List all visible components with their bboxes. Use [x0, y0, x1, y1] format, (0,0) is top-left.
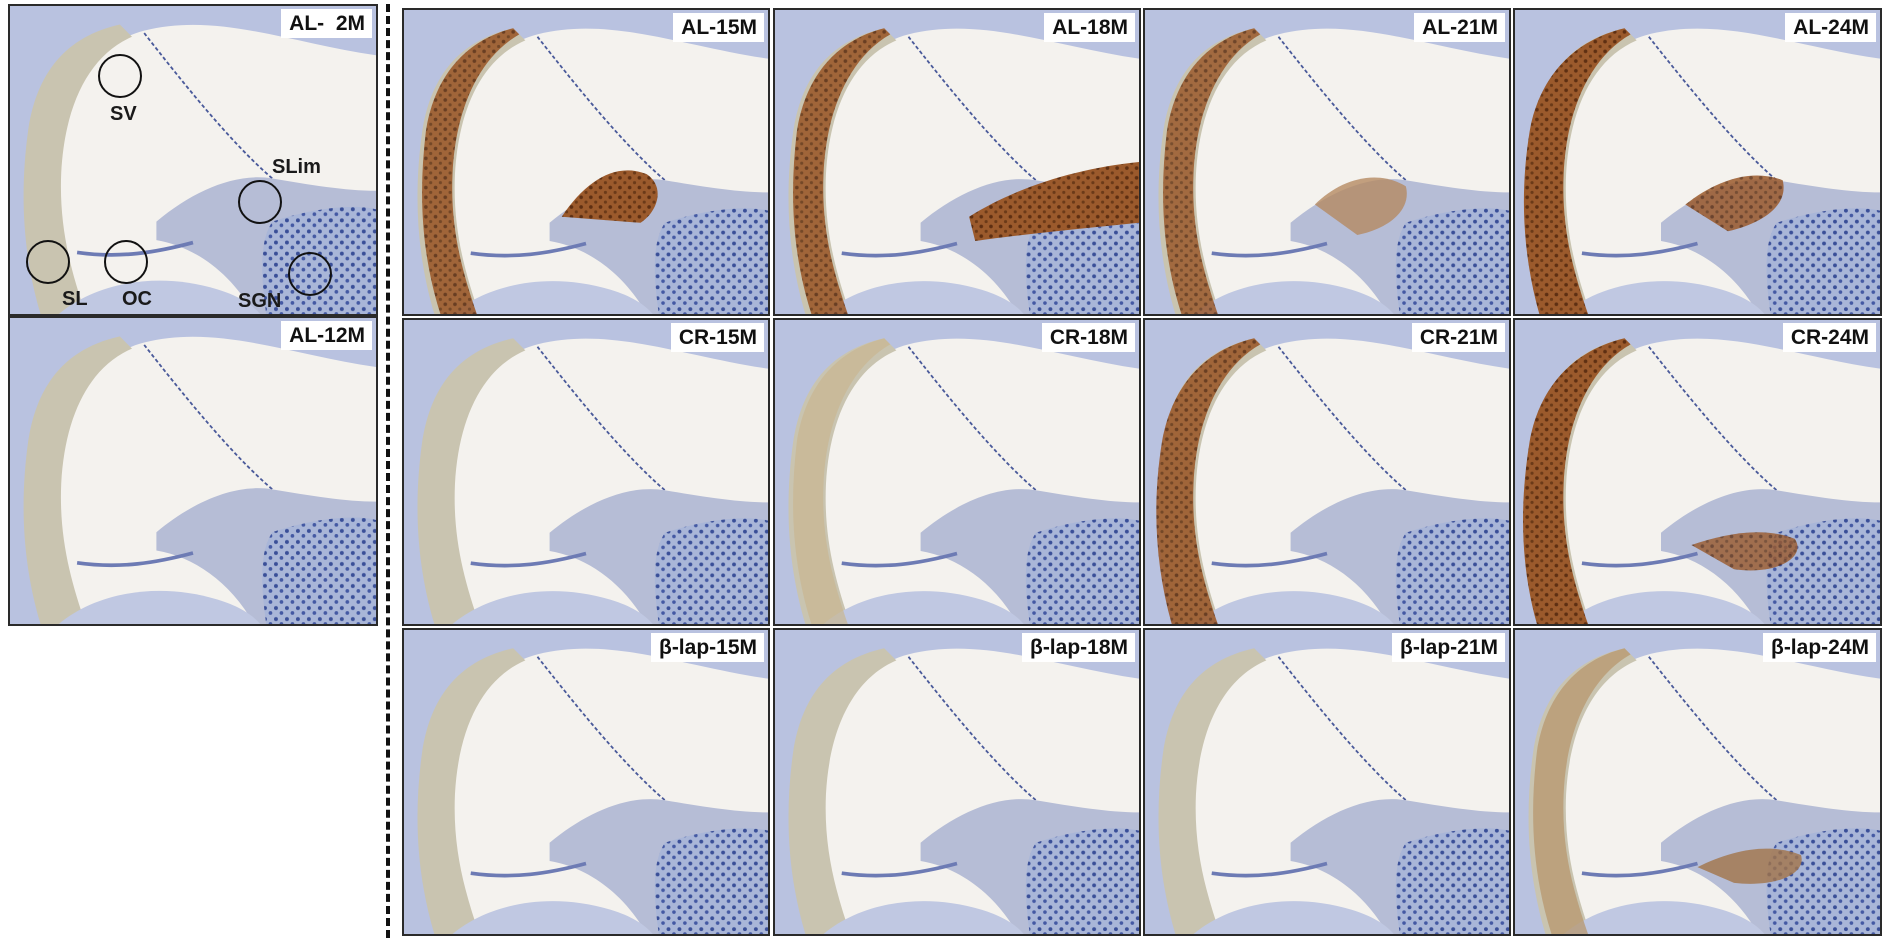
cochlea-image-blap-24m	[1515, 630, 1880, 934]
cochlea-image-al-21m	[1145, 10, 1509, 314]
panel-label: AL-15M	[673, 13, 764, 42]
panel-blap-21m: β-lap-21M	[1143, 628, 1511, 936]
oc-marker-circle	[104, 240, 148, 284]
cochlea-image-cr-24m	[1515, 320, 1880, 624]
panel-blap-18m: β-lap-18M	[773, 628, 1141, 936]
dashed-divider	[386, 4, 390, 938]
oc-annotation: OC	[122, 288, 152, 310]
cochlea-image-blap-21m	[1145, 630, 1509, 934]
panel-blap-24m: β-lap-24M	[1513, 628, 1882, 936]
panel-blap-15m: β-lap-15M	[402, 628, 770, 936]
sv-annotation: SV	[110, 103, 137, 125]
panel-label: CR-18M	[1041, 323, 1135, 352]
panel-al-24m: AL-24M	[1513, 8, 1882, 316]
cochlea-image-cr-18m	[775, 320, 1139, 624]
panel-al-21m: AL-21M	[1143, 8, 1511, 316]
panel-cr-15m: CR-15M	[402, 318, 770, 626]
cochlea-image-al-12m	[10, 318, 376, 624]
cochlea-image-al-24m	[1515, 10, 1880, 314]
panel-label: β-lap-24M	[1763, 633, 1876, 662]
sl-annotation: SL	[62, 288, 88, 310]
panel-label: β-lap-18M	[1022, 633, 1135, 662]
cochlea-image-blap-18m	[775, 630, 1139, 934]
panel-cr-24m: CR-24M	[1513, 318, 1882, 626]
slim-annotation: SLim	[272, 156, 321, 178]
cochlea-image-blap-15m	[404, 630, 768, 934]
cochlea-image-cr-21m	[1145, 320, 1509, 624]
cochlea-image-al-15m	[404, 10, 768, 314]
panel-cr-21m: CR-21M	[1143, 318, 1511, 626]
panel-label: AL-18M	[1044, 13, 1135, 42]
slim-marker-circle	[238, 180, 282, 224]
panel-al-2m: AL- 2M SV SLim SL OC SGN	[8, 4, 378, 316]
panel-label: β-lap-15M	[651, 633, 764, 662]
panel-label: CR-21M	[1411, 323, 1505, 352]
panel-cr-18m: CR-18M	[773, 318, 1141, 626]
panel-label: β-lap-21M	[1392, 633, 1505, 662]
panel-label: AL- 2M	[281, 9, 372, 38]
panel-al-15m: AL-15M	[402, 8, 770, 316]
sgn-marker-circle	[288, 252, 332, 296]
cochlea-image-cr-15m	[404, 320, 768, 624]
panel-label: AL-12M	[281, 321, 372, 350]
panel-label: AL-21M	[1414, 13, 1505, 42]
sgn-annotation: SGN	[238, 290, 282, 312]
panel-al-12m: AL-12M	[8, 316, 378, 626]
sv-marker-circle	[98, 54, 142, 98]
panel-al-18m: AL-18M	[773, 8, 1141, 316]
panel-label: CR-15M	[670, 323, 764, 352]
panel-label: AL-24M	[1785, 13, 1876, 42]
panel-label: CR-24M	[1782, 323, 1876, 352]
cochlea-image-al-18m	[775, 10, 1139, 314]
sl-marker-circle	[26, 240, 70, 284]
